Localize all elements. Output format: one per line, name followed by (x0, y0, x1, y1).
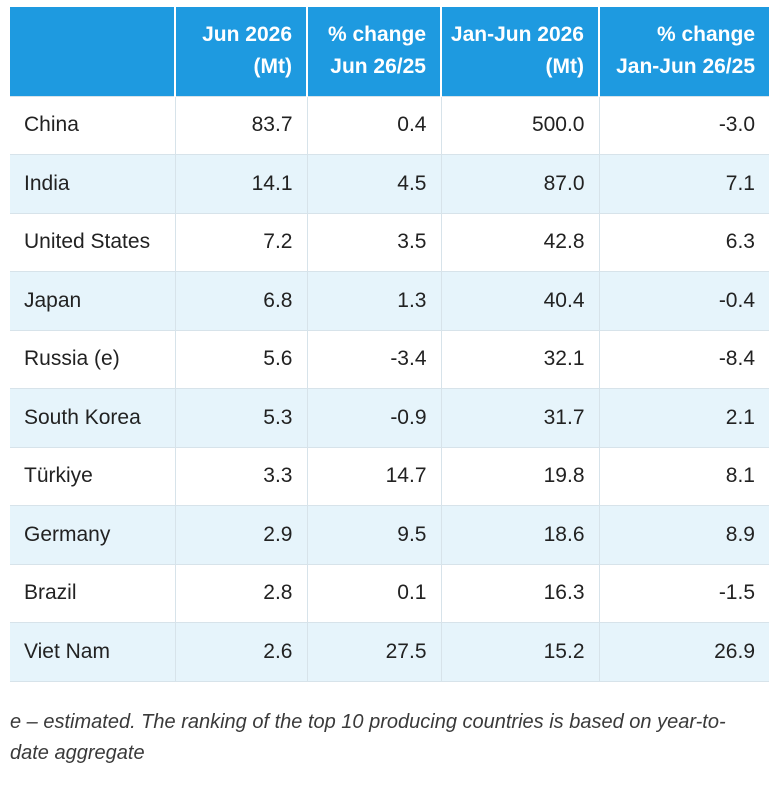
country-cell: United States (10, 212, 176, 272)
pct-change-jun-cell: 0.1 (307, 563, 442, 623)
table-header-row: Jun 2026 (Mt) % change Jun 26/25 Jan-Jun… (10, 7, 769, 96)
pct-change-jun-cell: -3.4 (307, 329, 442, 389)
table-row: Viet Nam 2.6 27.5 15.2 26.9 (10, 622, 769, 682)
pct-change-jan-jun-cell: 7.1 (599, 154, 769, 213)
table-row: Russia (e) 5.6 -3.4 32.1 -8.4 (10, 329, 769, 389)
pct-change-jan-jun-cell: 26.9 (599, 622, 769, 682)
jun-2026-cell: 83.7 (175, 95, 308, 155)
jun-2026-cell: 5.6 (175, 329, 308, 389)
header-line-2: (Mt) (545, 55, 584, 79)
country-cell: Russia (e) (10, 329, 176, 389)
header-line-1: Jun 2026 (202, 23, 292, 47)
table-row: South Korea 5.3 -0.9 31.7 2.1 (10, 388, 769, 447)
country-cell: Viet Nam (10, 622, 176, 682)
country-cell: China (10, 95, 176, 155)
header-pct-change-jun: % change Jun 26/25 (307, 7, 442, 96)
table-row: Japan 6.8 1.3 40.4 -0.4 (10, 271, 769, 330)
header-line-1: Jan-Jun 2026 (450, 23, 584, 47)
header-line-1: % change (327, 23, 426, 47)
pct-change-jan-jun-cell: 2.1 (599, 388, 769, 447)
header-jun-2026: Jun 2026 (Mt) (175, 7, 308, 96)
table-row: China 83.7 0.4 500.0 -3.0 (10, 95, 769, 155)
jun-2026-cell: 2.9 (175, 505, 308, 564)
country-cell: India (10, 154, 176, 213)
pct-change-jan-jun-cell: 6.3 (599, 212, 769, 272)
jan-jun-2026-cell: 32.1 (441, 329, 600, 389)
header-country (10, 7, 176, 96)
pct-change-jun-cell: 4.5 (307, 154, 442, 213)
jun-2026-cell: 5.3 (175, 388, 308, 447)
footnote: e – estimated. The ranking of the top 10… (10, 711, 726, 764)
country-cell: South Korea (10, 388, 176, 447)
header-line-2: Jun 26/25 (330, 55, 426, 79)
jan-jun-2026-cell: 42.8 (441, 212, 600, 272)
jan-jun-2026-cell: 16.3 (441, 563, 600, 623)
pct-change-jun-cell: 27.5 (307, 622, 442, 682)
country-cell: Japan (10, 271, 176, 330)
pct-change-jan-jun-cell: 8.1 (599, 446, 769, 506)
table-row: Germany 2.9 9.5 18.6 8.9 (10, 505, 769, 564)
jun-2026-cell: 3.3 (175, 446, 308, 506)
pct-change-jan-jun-cell: -0.4 (599, 271, 769, 330)
header-jan-jun-2026: Jan-Jun 2026 (Mt) (441, 7, 600, 96)
table-row: Brazil 2.8 0.1 16.3 -1.5 (10, 563, 769, 623)
jun-2026-cell: 7.2 (175, 212, 308, 272)
header-line-2: (Mt) (253, 55, 292, 79)
country-cell: Brazil (10, 563, 176, 623)
pct-change-jan-jun-cell: -1.5 (599, 563, 769, 623)
table-row: India 14.1 4.5 87.0 7.1 (10, 154, 769, 213)
jan-jun-2026-cell: 40.4 (441, 271, 600, 330)
header-line-1: % change (656, 23, 755, 47)
pct-change-jan-jun-cell: 8.9 (599, 505, 769, 564)
country-cell: Türkiye (10, 446, 176, 506)
pct-change-jun-cell: 3.5 (307, 212, 442, 272)
pct-change-jun-cell: 1.3 (307, 271, 442, 330)
production-table: Jun 2026 (Mt) % change Jun 26/25 Jan-Jun… (10, 7, 769, 682)
jan-jun-2026-cell: 500.0 (441, 95, 600, 155)
pct-change-jun-cell: 14.7 (307, 446, 442, 506)
jan-jun-2026-cell: 87.0 (441, 154, 600, 213)
jun-2026-cell: 2.8 (175, 563, 308, 623)
production-table-container: Jun 2026 (Mt) % change Jun 26/25 Jan-Jun… (10, 7, 769, 682)
jun-2026-cell: 6.8 (175, 271, 308, 330)
jan-jun-2026-cell: 19.8 (441, 446, 600, 506)
country-cell: Germany (10, 505, 176, 564)
jun-2026-cell: 2.6 (175, 622, 308, 682)
jan-jun-2026-cell: 31.7 (441, 388, 600, 447)
pct-change-jan-jun-cell: -8.4 (599, 329, 769, 389)
pct-change-jan-jun-cell: -3.0 (599, 95, 769, 155)
jun-2026-cell: 14.1 (175, 154, 308, 213)
table-row: United States 7.2 3.5 42.8 6.3 (10, 212, 769, 272)
jan-jun-2026-cell: 18.6 (441, 505, 600, 564)
jan-jun-2026-cell: 15.2 (441, 622, 600, 682)
header-pct-change-jan-jun: % change Jan-Jun 26/25 (599, 7, 769, 96)
pct-change-jun-cell: -0.9 (307, 388, 442, 447)
table-row: Türkiye 3.3 14.7 19.8 8.1 (10, 446, 769, 506)
header-line-2: Jan-Jun 26/25 (616, 55, 755, 79)
pct-change-jun-cell: 9.5 (307, 505, 442, 564)
pct-change-jun-cell: 0.4 (307, 95, 442, 155)
